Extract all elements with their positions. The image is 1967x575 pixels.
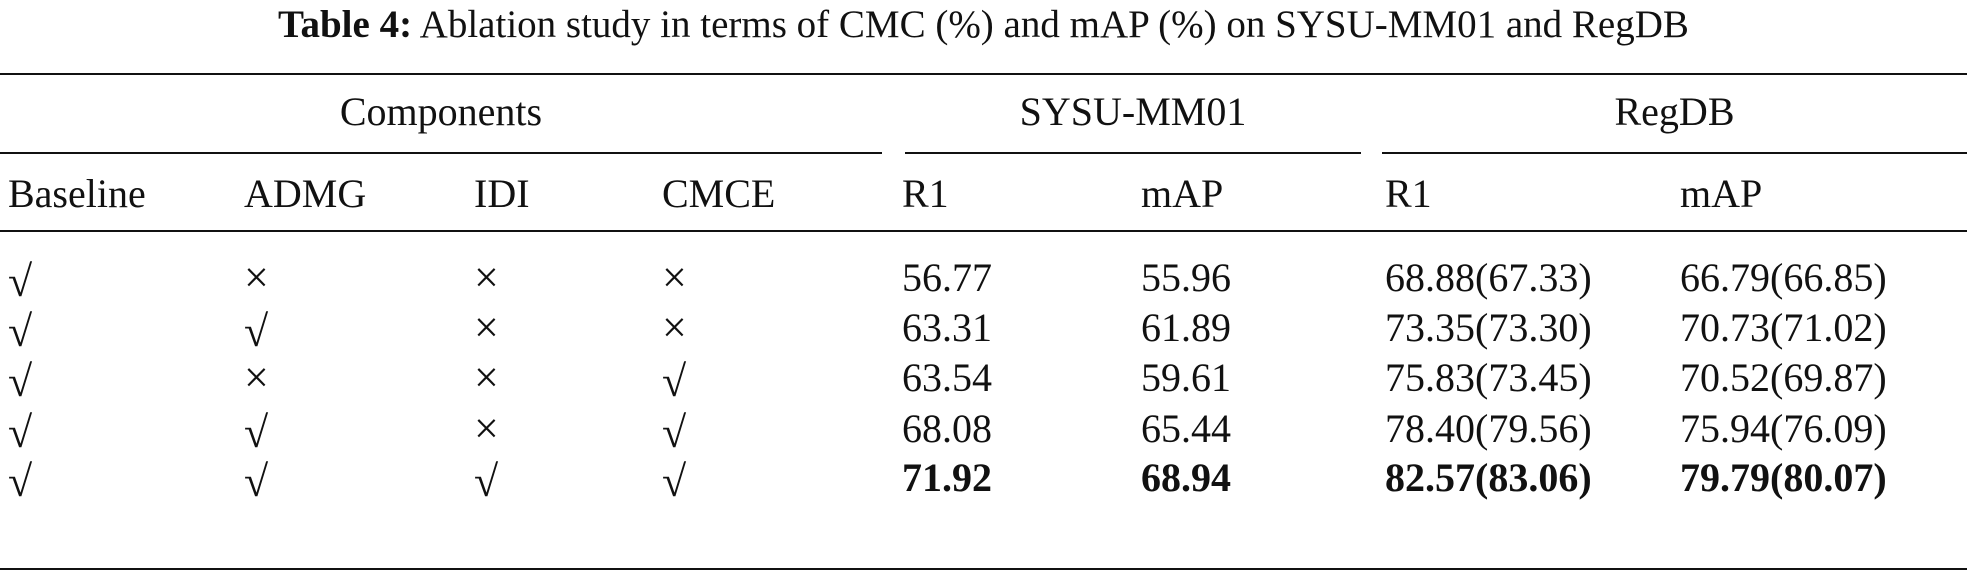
table-cell-baseline: √ xyxy=(8,307,33,356)
table-cell-sysu-r1: 68.08 xyxy=(902,406,992,451)
table-cell-cmce: √ xyxy=(662,357,687,406)
table-cell-cmce: √ xyxy=(662,457,687,506)
table-cell-idi: × xyxy=(474,404,499,453)
table-cell-idi: × xyxy=(474,353,499,402)
col-sysu-r1: R1 xyxy=(902,171,949,216)
table-cell-sysu-map: 61.89 xyxy=(1141,305,1231,350)
table-cell-regdb-r1: 68.88(67.33) xyxy=(1385,255,1592,300)
group-header-sysu: SYSU-MM01 xyxy=(1019,89,1247,134)
table-cell-admg: × xyxy=(244,253,269,302)
table-cell-baseline: √ xyxy=(8,408,33,457)
table-cell-idi: × xyxy=(474,253,499,302)
table-caption: Table 4: Ablation study in terms of CMC … xyxy=(0,2,1967,47)
table-cell-regdb-map: 70.52(69.87) xyxy=(1680,355,1887,400)
table-cell-regdb-r1: 78.40(79.56) xyxy=(1385,406,1592,451)
components-underline xyxy=(0,152,882,154)
col-idi: IDI xyxy=(474,171,530,216)
table-cell-regdb-r1: 82.57(83.06) xyxy=(1385,455,1592,500)
col-regdb-map: mAP xyxy=(1680,171,1763,216)
group-header-regdb: RegDB xyxy=(1614,89,1735,134)
table-cell-sysu-map: 68.94 xyxy=(1141,455,1231,500)
table-cell-regdb-map: 75.94(76.09) xyxy=(1680,406,1887,451)
table-cell-baseline: √ xyxy=(8,457,33,506)
header-rule xyxy=(0,230,1967,232)
group-header-components: Components xyxy=(339,89,543,134)
table-cell-baseline: √ xyxy=(8,357,33,406)
bottom-rule xyxy=(0,568,1967,570)
table-caption-text: Ablation study in terms of CMC (%) and m… xyxy=(419,3,1689,46)
table-cell-admg: √ xyxy=(244,457,269,506)
col-baseline: Baseline xyxy=(8,171,146,216)
table-cell-cmce: × xyxy=(662,253,687,302)
table-cell-admg: √ xyxy=(244,408,269,457)
table-cell-sysu-r1: 63.54 xyxy=(902,355,992,400)
table-cell-idi: × xyxy=(474,303,499,352)
col-sysu-map: mAP xyxy=(1141,171,1224,216)
table-cell-regdb-map: 66.79(66.85) xyxy=(1680,255,1887,300)
table-cell-sysu-map: 65.44 xyxy=(1141,406,1231,451)
table-cell-regdb-r1: 75.83(73.45) xyxy=(1385,355,1592,400)
table-cell-regdb-r1: 73.35(73.30) xyxy=(1385,305,1592,350)
table-caption-label: Table 4: xyxy=(278,3,413,46)
table-cell-admg: √ xyxy=(244,307,269,356)
top-rule xyxy=(0,73,1967,75)
table-cell-baseline: √ xyxy=(8,257,33,306)
table-cell-regdb-map: 79.79(80.07) xyxy=(1680,455,1887,500)
col-regdb-r1: R1 xyxy=(1385,171,1432,216)
sysu-underline xyxy=(905,152,1361,154)
col-cmce: CMCE xyxy=(662,171,776,216)
table-cell-regdb-map: 70.73(71.02) xyxy=(1680,305,1887,350)
table-cell-sysu-r1: 63.31 xyxy=(902,305,992,350)
table-cell-sysu-map: 59.61 xyxy=(1141,355,1231,400)
table-cell-sysu-r1: 56.77 xyxy=(902,255,992,300)
table-cell-cmce: × xyxy=(662,303,687,352)
regdb-underline xyxy=(1382,152,1967,154)
table-cell-sysu-map: 55.96 xyxy=(1141,255,1231,300)
table-cell-cmce: √ xyxy=(662,408,687,457)
col-admg: ADMG xyxy=(244,171,367,216)
table-cell-sysu-r1: 71.92 xyxy=(902,455,992,500)
table-cell-admg: × xyxy=(244,353,269,402)
table-cell-idi: √ xyxy=(474,457,499,506)
